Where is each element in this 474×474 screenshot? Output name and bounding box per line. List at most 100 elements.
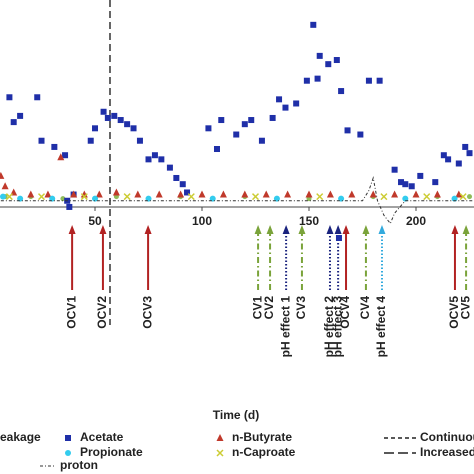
arrow-head xyxy=(362,225,370,234)
annotation-label: CV3 xyxy=(294,296,308,320)
x-axis-label: Time (d) xyxy=(213,408,259,422)
arrow-head xyxy=(334,225,342,234)
point xyxy=(455,160,462,167)
point xyxy=(57,153,65,161)
point xyxy=(284,190,292,198)
x-tick-label: 100 xyxy=(192,214,212,228)
legend-label: proton xyxy=(60,458,98,472)
point xyxy=(112,188,120,196)
point xyxy=(269,114,276,121)
point xyxy=(462,143,469,150)
arrow-head xyxy=(326,225,334,234)
point xyxy=(51,143,58,150)
point xyxy=(376,77,383,84)
point xyxy=(49,195,56,202)
point xyxy=(402,195,409,202)
point xyxy=(37,193,46,201)
point xyxy=(179,181,186,188)
point xyxy=(326,190,334,198)
arrow-head xyxy=(144,225,152,234)
point xyxy=(344,127,351,134)
point xyxy=(66,203,73,210)
point xyxy=(467,194,473,200)
arrow-head xyxy=(462,225,470,234)
annotation-label: pH effect 4 xyxy=(374,296,388,358)
point xyxy=(44,190,52,198)
point xyxy=(233,131,240,138)
arrow-head xyxy=(68,225,76,234)
point xyxy=(70,190,78,198)
annotation-label: CV1 xyxy=(250,296,264,320)
point xyxy=(357,131,364,138)
point xyxy=(412,190,420,198)
legend-label: Acetate xyxy=(80,430,124,444)
legend-label: Increased xyxy=(420,445,474,459)
point xyxy=(408,183,415,190)
point xyxy=(17,195,24,202)
point xyxy=(335,235,342,241)
point xyxy=(187,193,195,201)
point xyxy=(459,193,467,201)
point xyxy=(6,94,13,101)
point xyxy=(282,104,289,111)
point xyxy=(209,195,216,202)
point xyxy=(123,193,131,201)
point xyxy=(34,94,41,101)
point xyxy=(325,61,332,68)
annotation-label: pH effect 2 xyxy=(322,296,336,358)
annotation-label: OCV5 xyxy=(447,296,461,329)
point xyxy=(104,114,111,121)
point xyxy=(451,195,458,202)
point xyxy=(218,117,225,124)
point xyxy=(455,190,463,198)
point xyxy=(213,146,220,153)
point xyxy=(198,190,206,198)
point xyxy=(310,21,317,28)
legend-swatch xyxy=(216,449,224,457)
point xyxy=(303,77,310,84)
point xyxy=(166,164,173,171)
point xyxy=(398,179,405,186)
point xyxy=(445,156,452,163)
point xyxy=(248,117,255,124)
point xyxy=(62,152,69,159)
point xyxy=(177,190,185,198)
point xyxy=(338,195,345,202)
point xyxy=(338,88,345,95)
point xyxy=(251,193,260,201)
point xyxy=(348,190,356,198)
arrow-head xyxy=(451,225,459,234)
point xyxy=(0,171,5,179)
point xyxy=(205,125,212,132)
arrow-head xyxy=(266,225,274,234)
point xyxy=(380,193,388,201)
legend-swatch xyxy=(65,435,71,441)
point xyxy=(316,52,323,59)
point xyxy=(417,172,424,179)
point xyxy=(151,152,158,159)
legend-label: n-Butyrate xyxy=(232,430,292,444)
point xyxy=(293,100,300,107)
x-tick-label: 50 xyxy=(88,214,102,228)
point xyxy=(145,156,152,163)
annotation-label: OCV4 xyxy=(338,296,352,329)
point xyxy=(117,117,124,124)
point xyxy=(0,193,6,200)
point xyxy=(111,112,118,119)
arrow-head xyxy=(99,225,107,234)
point xyxy=(27,190,35,198)
annotation-label: CV2 xyxy=(262,296,276,320)
point xyxy=(130,125,137,132)
point xyxy=(100,108,107,115)
point xyxy=(466,150,473,157)
point xyxy=(155,190,163,198)
annotation-label: CV5 xyxy=(458,296,472,320)
point xyxy=(440,152,447,159)
legend-label: n-Caproate xyxy=(232,445,296,459)
annotation-label: pH effect 3 xyxy=(330,296,344,358)
point xyxy=(10,119,17,126)
point xyxy=(136,137,143,144)
point xyxy=(369,190,377,198)
point xyxy=(314,75,321,82)
legend-swatch xyxy=(216,434,224,441)
